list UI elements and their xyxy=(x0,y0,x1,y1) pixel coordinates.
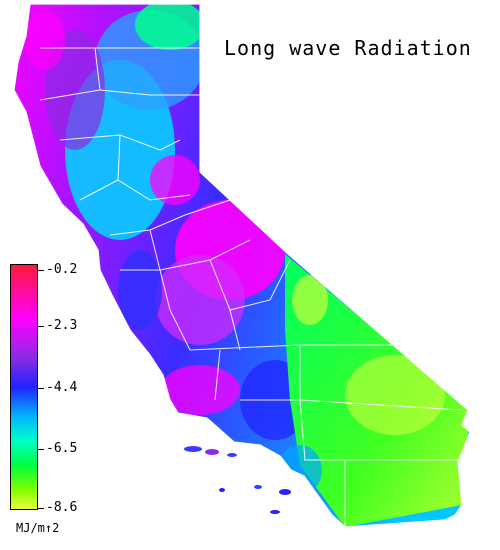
channel-islands xyxy=(184,446,291,514)
colorbar-tick-label: -8.6 xyxy=(46,500,78,515)
colorbar-units: MJ/m↑2 xyxy=(16,521,60,535)
colorbar-tick-label: -6.5 xyxy=(46,441,78,456)
colorbar xyxy=(10,264,38,510)
colorbar-tick xyxy=(38,388,44,389)
colorbar-tick xyxy=(38,326,44,327)
map-title: Long wave Radiation xyxy=(224,36,472,60)
county-borders xyxy=(39,47,461,527)
colorbar-tick-label: -4.4 xyxy=(46,380,78,395)
colorbar-tick xyxy=(38,270,44,271)
colorbar-tick-label: -0.2 xyxy=(46,262,78,277)
colorbar-tick-label: -2.3 xyxy=(46,318,78,333)
colorbar-tick xyxy=(38,449,44,450)
colorbar-tick xyxy=(38,508,44,509)
